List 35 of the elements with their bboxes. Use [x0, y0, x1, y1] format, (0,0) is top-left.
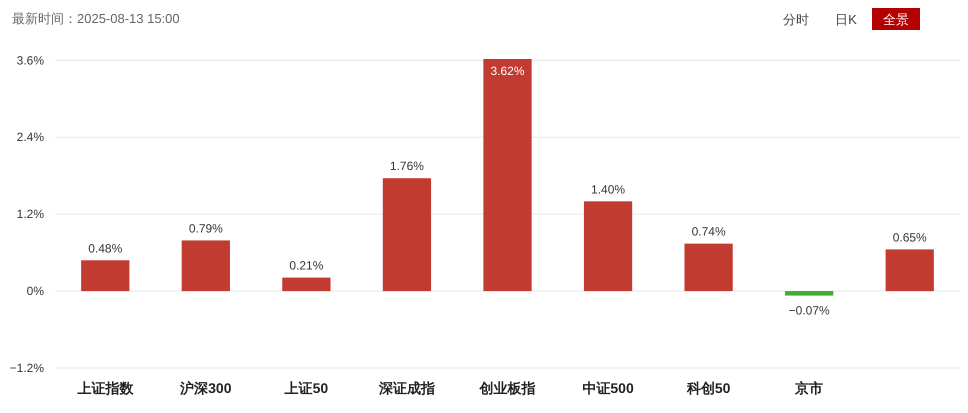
- bar: [81, 260, 130, 292]
- data-label: 0.65%: [892, 230, 928, 244]
- bar: [182, 240, 230, 292]
- x-tick-label: 沪深300: [179, 380, 232, 396]
- y-tick-label: 3.6%: [16, 53, 44, 68]
- bar: [684, 244, 733, 292]
- data-label: 1.40%: [591, 182, 626, 196]
- data-label: 1.76%: [390, 159, 424, 174]
- data-label: 0.79%: [188, 221, 224, 236]
- data-label: −0.07%: [788, 304, 830, 318]
- text: 分时: [783, 12, 809, 27]
- x-tick-label: 上证指数: [76, 380, 134, 396]
- x-tick-label: 创业板指: [478, 380, 536, 396]
- text: 最新时间：2025-08-13 15:00: [12, 11, 180, 26]
- text: 全景: [883, 12, 909, 27]
- data-label: 0.48%: [88, 241, 123, 256]
- bar: [382, 178, 432, 292]
- x-tick-label: 中证500: [582, 380, 634, 396]
- x-tick-label: 京市: [794, 380, 824, 396]
- bar: [282, 278, 331, 292]
- x-tick-label: 上证50: [284, 380, 328, 396]
- y-tick-label: −1.2%: [10, 361, 44, 375]
- x-tick-label: 深证成指: [378, 380, 435, 396]
- bar: [785, 291, 834, 296]
- text: 日K: [835, 12, 858, 27]
- data-label: 0.21%: [289, 258, 324, 273]
- data-label: 3.62%: [490, 64, 525, 78]
- x-tick-label: 科创50: [686, 380, 731, 396]
- y-tick-label: 1.2%: [16, 207, 44, 222]
- bar: [584, 201, 632, 292]
- y-tick-label: 2.4%: [16, 130, 44, 144]
- bar: [483, 59, 532, 292]
- y-tick-label: 0%: [26, 284, 44, 298]
- data-label: 0.74%: [692, 224, 726, 239]
- bar: [886, 249, 934, 292]
